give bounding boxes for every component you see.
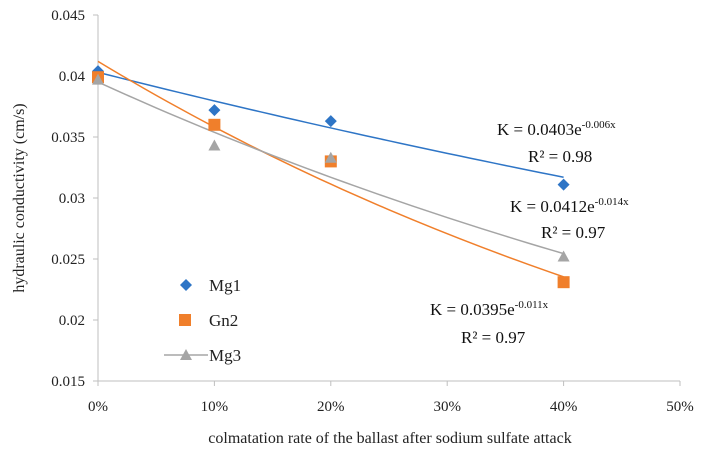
x-axis-ticks: 0% 10% 20% 30% 40% 50% xyxy=(88,381,694,415)
legend-label-mg1: Mg1 xyxy=(209,276,241,295)
point-mg3 xyxy=(557,250,570,262)
equation-mg1-prefix: K = 0.0403e xyxy=(497,120,582,139)
trendlines xyxy=(97,60,564,278)
equation-gn2-prefix: K = 0.0412e xyxy=(510,197,595,216)
point-mg3 xyxy=(324,151,337,163)
legend-diamond-icon xyxy=(180,279,192,291)
point-mg1 xyxy=(324,115,337,128)
legend-label-mg3: Mg3 xyxy=(209,346,241,365)
x-tick-label: 10% xyxy=(201,399,229,415)
point-gn2 xyxy=(208,118,221,131)
legend-triangle-icon xyxy=(180,349,192,360)
r2-mg3: R² = 0.97 xyxy=(461,328,526,347)
point-mg3 xyxy=(208,139,221,151)
equation-mg1: K = 0.0403e-0.006x R² = 0.98 xyxy=(497,119,616,166)
y-tick-label: 0.04 xyxy=(59,69,86,85)
y-axis-ticks: 0.015 0.02 0.025 0.03 0.035 0.04 0.045 xyxy=(51,8,98,390)
point-gn2 xyxy=(557,276,570,289)
x-tick-label: 30% xyxy=(433,399,461,415)
y-tick-label: 0.035 xyxy=(51,130,85,146)
r2-mg1: R² = 0.98 xyxy=(528,147,592,166)
x-tick-label: 50% xyxy=(666,399,694,415)
y-tick-label: 0.025 xyxy=(51,252,85,268)
x-tick-label: 0% xyxy=(88,399,108,415)
trendline-mg1 xyxy=(97,71,564,178)
equation-mg3-exponent: -0.011x xyxy=(515,299,549,311)
equation-gn2-exponent: -0.014x xyxy=(595,196,629,208)
equation-mg3: K = 0.0395e-0.011x R² = 0.97 xyxy=(430,299,549,347)
legend-item-gn2: Gn2 xyxy=(179,311,238,330)
point-mg3 xyxy=(92,73,104,85)
data-markers xyxy=(92,65,570,289)
trendline-mg3 xyxy=(97,81,564,255)
x-tick-label: 40% xyxy=(550,399,578,415)
y-tick-label: 0.03 xyxy=(59,191,85,207)
y-tick-label: 0.02 xyxy=(59,313,85,329)
legend-item-mg1: Mg1 xyxy=(180,276,241,295)
equation-gn2-text: K = 0.0412e-0.014x xyxy=(510,196,629,216)
y-axis-title: hydraulic conductivity (cm/s) xyxy=(11,103,28,292)
r2-gn2: R² = 0.97 xyxy=(541,223,606,242)
y-tick-label: 0.015 xyxy=(51,374,85,390)
equation-mg1-text: K = 0.0403e-0.006x xyxy=(497,119,616,139)
x-tick-label: 20% xyxy=(317,399,345,415)
legend-label-gn2: Gn2 xyxy=(209,311,238,330)
legend: Mg1 Gn2 Mg3 xyxy=(164,276,241,365)
point-mg1 xyxy=(208,104,221,117)
equation-mg3-prefix: K = 0.0395e xyxy=(430,300,515,319)
y-tick-label: 0.045 xyxy=(51,8,85,24)
x-axis-title: colmatation rate of the ballast after so… xyxy=(208,430,571,447)
legend-square-icon xyxy=(179,314,191,326)
equation-mg1-exponent: -0.006x xyxy=(582,119,616,131)
equation-mg3-text: K = 0.0395e-0.011x xyxy=(430,299,549,319)
equation-gn2: K = 0.0412e-0.014x R² = 0.97 xyxy=(510,196,629,242)
trendline-gn2 xyxy=(97,60,564,278)
legend-item-mg3: Mg3 xyxy=(164,346,241,365)
point-mg1 xyxy=(557,178,570,191)
